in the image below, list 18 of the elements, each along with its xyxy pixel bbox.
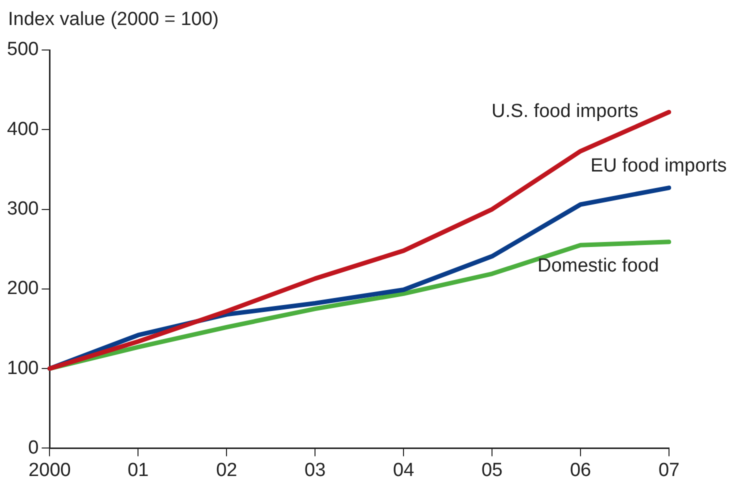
x-tick-label: 03 (304, 460, 326, 481)
y-tick-label: 300 (7, 198, 39, 220)
x-tick-label: 06 (570, 460, 592, 481)
x-tick-label: 2000 (28, 460, 71, 481)
y-axis-title: Index value (2000 = 100) (8, 9, 219, 30)
y-tick-label: 100 (7, 358, 39, 379)
x-tick-label: 02 (216, 460, 238, 481)
y-tick-label: 200 (7, 278, 39, 300)
x-tick-label: 04 (393, 460, 415, 481)
series-label: Domestic food (537, 256, 659, 277)
x-tick-label: 07 (658, 460, 680, 481)
series-label: U.S. food imports (492, 100, 638, 122)
y-tick-label: 0 (28, 437, 39, 458)
y-tick-label: 500 (7, 39, 39, 60)
series-label: EU food imports (590, 156, 727, 177)
x-tick-label: 05 (481, 460, 503, 481)
y-tick-label: 400 (7, 118, 39, 140)
x-tick-label: 01 (128, 460, 149, 481)
